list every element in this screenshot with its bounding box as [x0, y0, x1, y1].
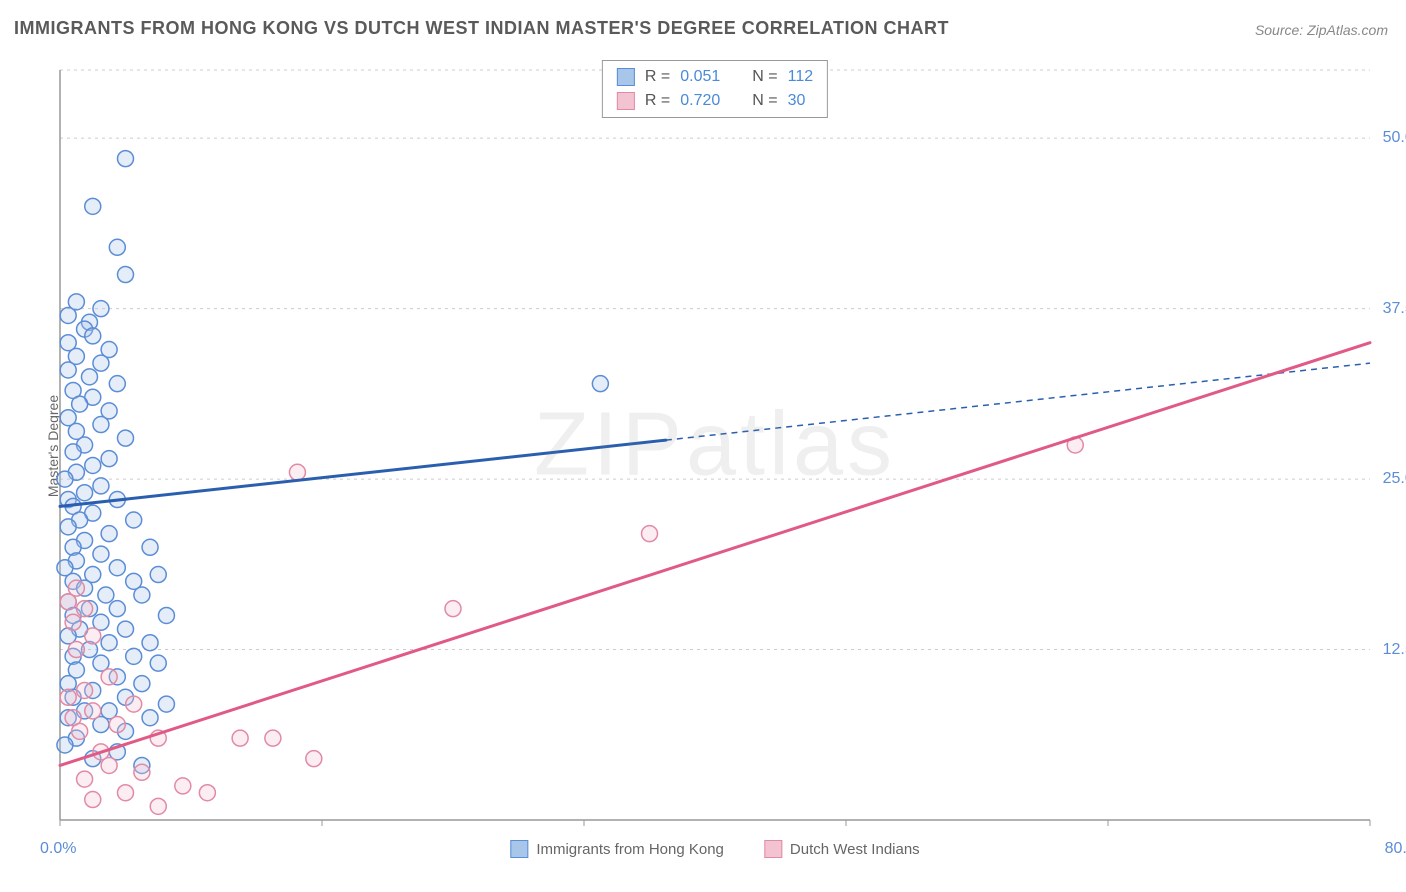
n-label: N =: [752, 89, 777, 113]
y-tick-label: 12.5%: [1383, 641, 1406, 659]
y-tick-label: 37.5%: [1383, 300, 1406, 318]
legend-item-series-1: Immigrants from Hong Kong: [510, 840, 724, 858]
legend-label-series-1: Immigrants from Hong Kong: [536, 841, 724, 858]
correlation-legend: R = 0.051 N = 112 R = 0.720 N = 30: [602, 60, 828, 118]
n-value-series-1: 112: [788, 65, 814, 89]
legend-label-series-2: Dutch West Indians: [790, 841, 920, 858]
n-label: N =: [752, 65, 777, 89]
chart-title: IMMIGRANTS FROM HONG KONG VS DUTCH WEST …: [14, 18, 949, 39]
r-label: R =: [645, 65, 670, 89]
legend-item-series-2: Dutch West Indians: [764, 840, 920, 858]
legend-swatch-series-1: [510, 840, 528, 858]
legend-swatch-series-2: [617, 92, 635, 110]
legend-swatch-series-1: [617, 68, 635, 86]
chart-svg: [50, 60, 1380, 830]
legend-swatch-series-2: [764, 840, 782, 858]
y-tick-label: 25.0%: [1383, 470, 1406, 488]
r-label: R =: [645, 89, 670, 113]
n-value-series-2: 30: [788, 89, 806, 113]
x-axis-min-label: 0.0%: [40, 840, 76, 858]
source-attribution: Source: ZipAtlas.com: [1255, 22, 1388, 38]
correlation-legend-row-1: R = 0.051 N = 112: [617, 65, 813, 89]
r-value-series-1: 0.051: [680, 65, 720, 89]
series-legend: Immigrants from Hong Kong Dutch West Ind…: [510, 840, 919, 858]
r-value-series-2: 0.720: [680, 89, 720, 113]
y-tick-label: 50.0%: [1383, 129, 1406, 147]
correlation-legend-row-2: R = 0.720 N = 30: [617, 89, 813, 113]
chart-plot-area: ZIPatlas R = 0.051 N = 112 R = 0.720 N =…: [50, 60, 1380, 830]
x-axis-max-label: 80.0%: [1385, 840, 1406, 858]
